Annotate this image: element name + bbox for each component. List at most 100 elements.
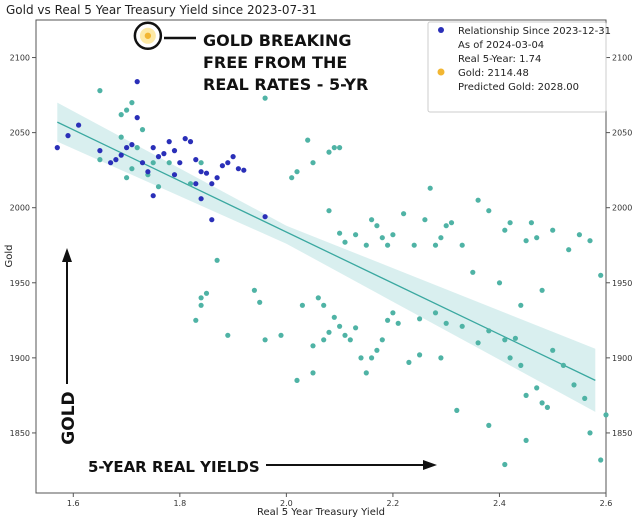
recent-data-point [187, 139, 194, 145]
older-data-point [331, 145, 337, 151]
recent-data-point [113, 157, 119, 163]
legend-entry-relationship: Relationship Since 2023-12-31 [458, 26, 611, 37]
older-data-point [97, 88, 103, 94]
legend-entry-real-5yr: Real 5-Year: 1.74 [458, 54, 541, 65]
recent-data-point [139, 160, 146, 166]
legend-entry-predicted: Predicted Gold: 2028.00 [458, 82, 579, 93]
callout-line-3: REAL RATES - 5-YR [203, 75, 368, 94]
older-data-point [390, 310, 396, 316]
older-data-point [374, 347, 380, 353]
older-data-point [528, 220, 535, 226]
y-tick-label-right: 2100 [612, 54, 632, 63]
recent-data-point [198, 196, 204, 202]
recent-data-point [65, 133, 71, 139]
older-data-point [486, 422, 492, 428]
older-data-point [139, 127, 146, 133]
recent-data-point [177, 160, 183, 166]
recent-data-point [209, 217, 215, 223]
older-data-point [166, 160, 172, 166]
current-point-layer [133, 21, 163, 51]
older-data-point [198, 160, 204, 166]
older-data-point [518, 362, 524, 368]
y-axis-label: Gold [4, 245, 15, 268]
older-data-point [507, 355, 513, 361]
recent-data-point [134, 115, 140, 121]
x-tick-label: 1.6 [67, 499, 80, 508]
yields-right-arrow-icon [423, 460, 437, 470]
recent-data-point [230, 154, 236, 160]
older-data-point [523, 238, 529, 244]
older-data-point [294, 377, 300, 383]
y-tick-label-left: 1850 [10, 429, 30, 438]
older-data-point [214, 257, 220, 263]
legend-current-marker [437, 68, 445, 76]
older-data-point [289, 175, 295, 181]
older-data-point [576, 232, 583, 238]
older-data-point [560, 362, 567, 368]
older-data-point [193, 317, 199, 323]
older-data-point [337, 323, 343, 329]
current-point [144, 32, 152, 39]
recent-points-layer [54, 79, 268, 223]
older-data-point [385, 242, 391, 248]
legend-entry-as-of: As of 2024-03-04 [458, 40, 544, 51]
older-data-point [438, 235, 444, 241]
older-data-point [534, 385, 540, 391]
recent-data-point [118, 152, 124, 158]
recent-data-point [124, 145, 130, 151]
legend-entry-gold: Gold: 2114.48 [458, 68, 529, 79]
recent-data-point [235, 166, 241, 172]
gold-axis-note: GOLD [59, 391, 79, 444]
older-data-point [443, 223, 449, 229]
x-tick-label: 2.0 [280, 499, 293, 508]
older-data-point [337, 230, 343, 236]
older-data-point [507, 220, 513, 226]
recent-data-point [171, 172, 178, 178]
older-data-point [150, 160, 156, 166]
older-data-point [443, 320, 449, 326]
recent-data-point [225, 160, 231, 166]
older-data-point [363, 242, 369, 248]
older-data-point [496, 280, 503, 286]
older-data-point [459, 323, 465, 329]
older-data-point [448, 220, 455, 226]
older-data-point [566, 247, 572, 253]
recent-data-point [171, 148, 178, 154]
older-data-point [534, 235, 540, 241]
confidence-band [57, 102, 596, 412]
x-tick-label: 2.2 [387, 499, 400, 508]
older-data-point [598, 272, 604, 278]
older-data-point [369, 217, 375, 223]
older-data-point [544, 404, 551, 410]
older-data-point [475, 340, 481, 346]
older-data-point [417, 352, 423, 358]
regression-line-layer [57, 121, 596, 381]
older-data-point [475, 197, 481, 203]
legend: Relationship Since 2023-12-31 As of 2024… [427, 21, 611, 113]
older-points-layer [97, 88, 609, 468]
older-data-point [432, 242, 439, 248]
older-data-point [432, 310, 439, 316]
older-data-point [523, 437, 529, 443]
x-tick-label: 2.6 [600, 499, 613, 508]
older-data-point [523, 392, 529, 398]
older-data-point [385, 317, 391, 323]
callout-line-1: GOLD BREAKING [203, 31, 351, 50]
recent-data-point [150, 193, 156, 199]
older-data-point [299, 302, 305, 308]
older-data-point [310, 343, 316, 349]
older-data-point [134, 145, 140, 151]
older-data-point [571, 382, 577, 388]
y-tick-label-right: 2050 [612, 129, 632, 138]
y-tick-label-left: 1900 [10, 354, 30, 363]
recent-data-point [193, 157, 199, 163]
older-data-point [518, 302, 524, 308]
older-data-point [257, 299, 263, 305]
older-data-point [326, 329, 332, 335]
recent-data-point [161, 151, 167, 157]
current-point-ring [133, 21, 163, 51]
recent-data-point [198, 169, 204, 175]
older-data-point [401, 211, 407, 217]
older-data-point [198, 302, 204, 308]
